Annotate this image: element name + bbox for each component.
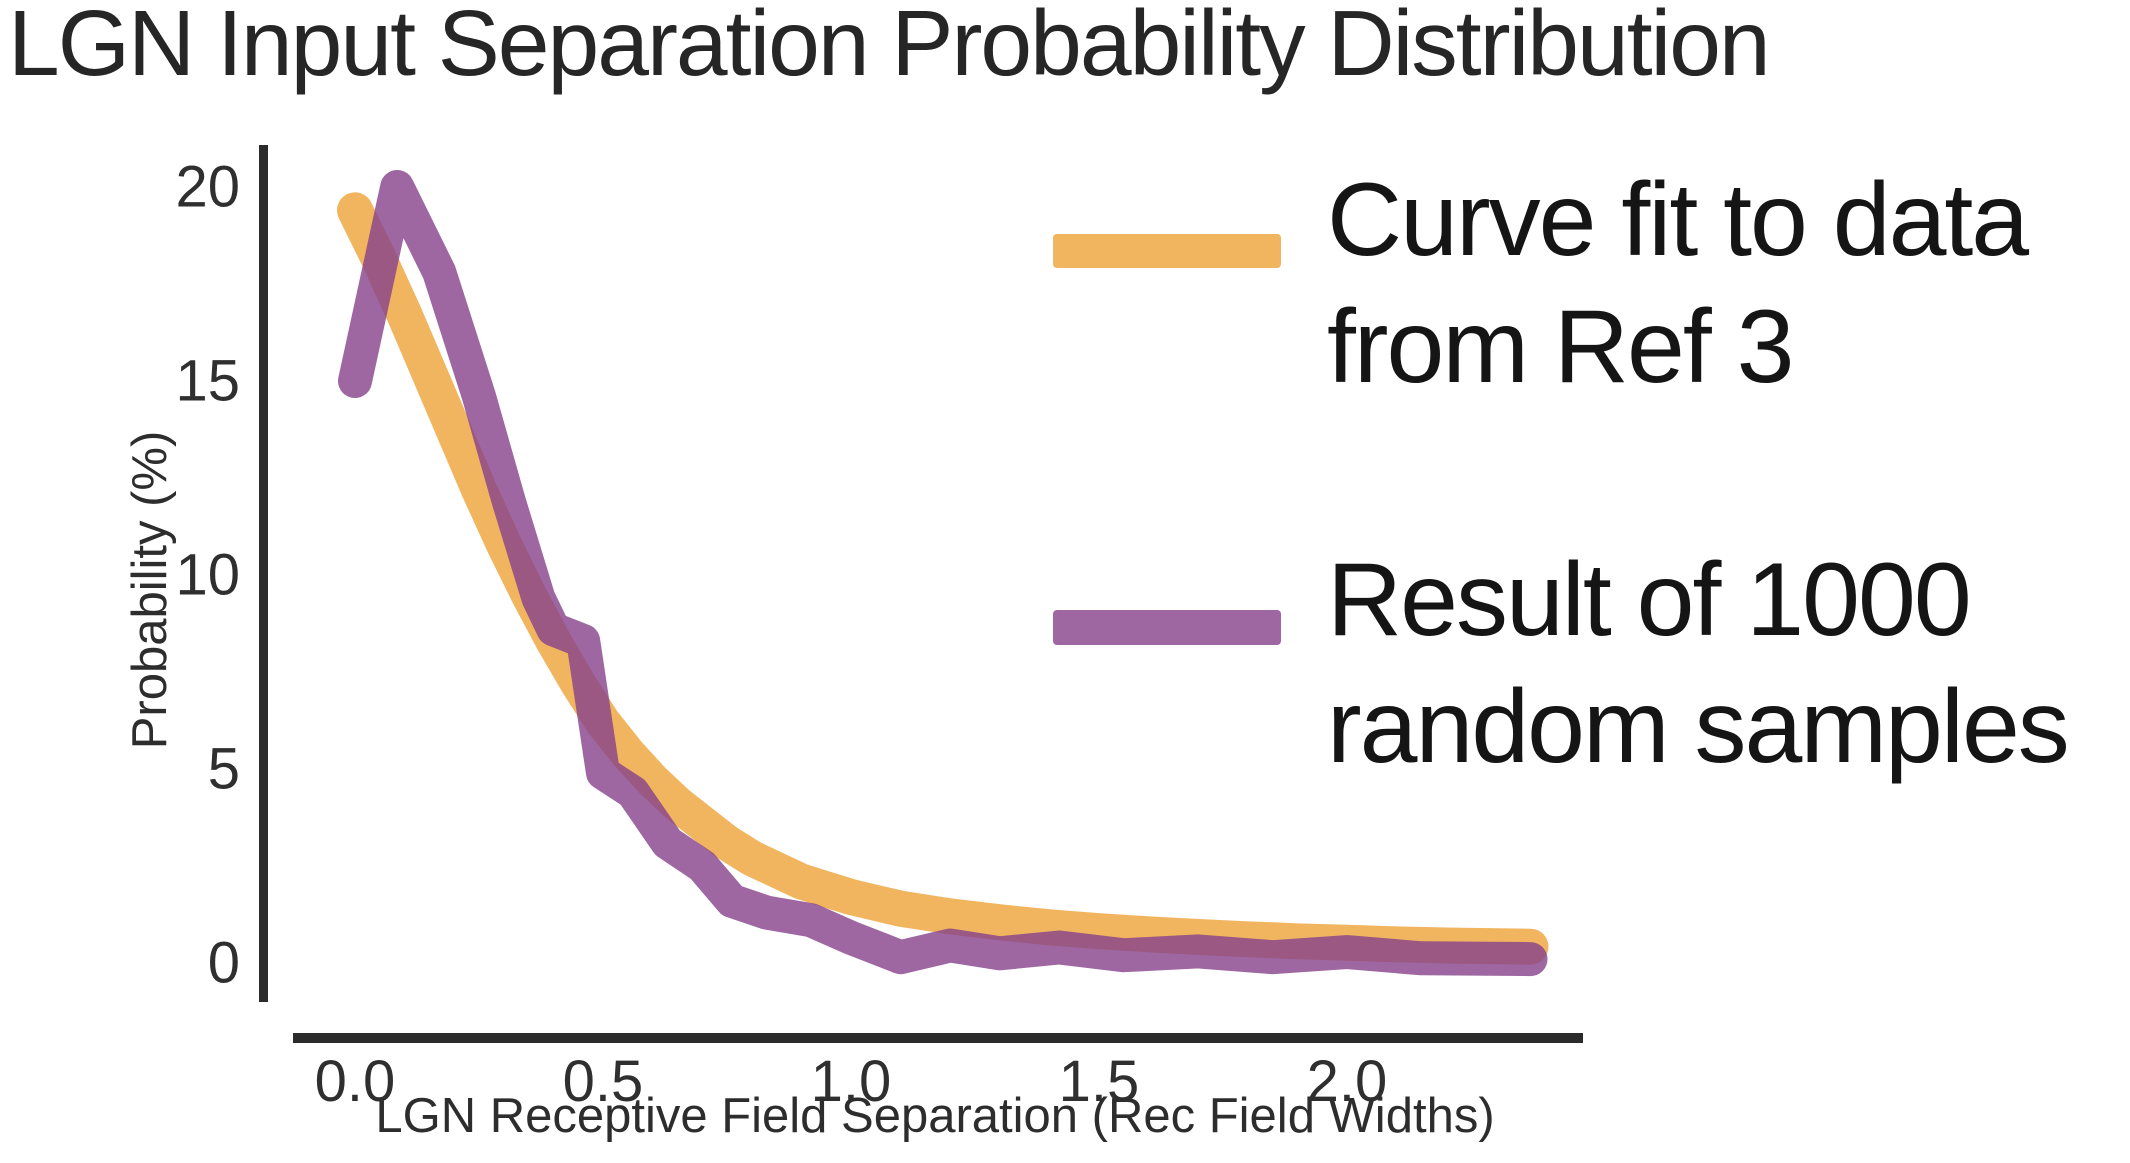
legend-label-random-samples-line2: random samples xyxy=(1327,669,2070,785)
x-tick-label-0.5: 0.5 xyxy=(562,1049,644,1114)
x-tick-label-0.0: 0.0 xyxy=(314,1049,396,1114)
x-tick-label-1.0: 1.0 xyxy=(810,1049,892,1114)
legend-swatch-curve-fit xyxy=(1053,234,1281,268)
x-tick-label-2.0: 2.0 xyxy=(1306,1049,1388,1114)
chart-title: LGN Input Separation Probability Distrib… xyxy=(8,0,1771,95)
legend-swatch-random-samples xyxy=(1053,610,1281,645)
y-tick-label-0: 0 xyxy=(207,930,240,996)
legend-label-curve-fit-line2: from Ref 3 xyxy=(1327,289,1794,405)
y-tick-label-15: 15 xyxy=(175,348,240,414)
y-tick-label-20: 20 xyxy=(175,154,240,220)
legend-label-random-samples-line1: Result of 1000 xyxy=(1327,542,1972,658)
x-tick-label-1.5: 1.5 xyxy=(1058,1049,1140,1114)
legend-label-curve-fit-line1: Curve fit to data xyxy=(1327,162,2029,278)
x-axis-label: LGN Receptive Field Separation (Rec Fiel… xyxy=(375,1089,1495,1143)
random-samples-line xyxy=(338,170,1548,977)
y-axis-label: Probability (%) xyxy=(123,430,177,750)
y-tick-label-10: 10 xyxy=(175,542,240,608)
y-tick-label-5: 5 xyxy=(207,736,240,802)
